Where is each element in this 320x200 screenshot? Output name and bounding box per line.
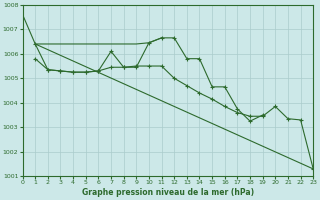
X-axis label: Graphe pression niveau de la mer (hPa): Graphe pression niveau de la mer (hPa) [82,188,254,197]
